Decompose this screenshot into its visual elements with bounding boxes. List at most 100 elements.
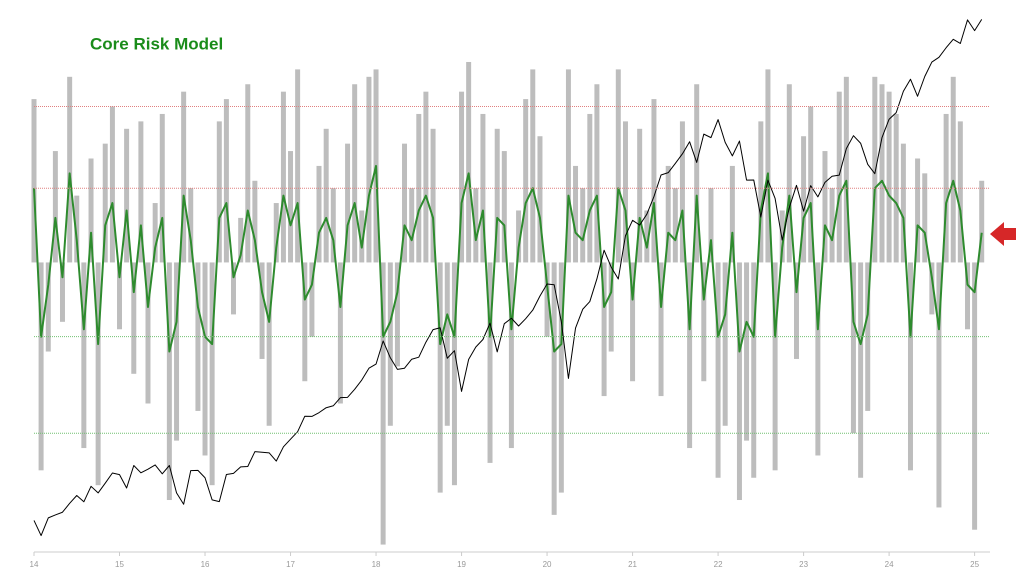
- oscillator-bar: [394, 262, 400, 367]
- oscillator-bar: [295, 69, 301, 263]
- oscillator-bar: [957, 121, 963, 263]
- oscillator-bar: [872, 76, 878, 263]
- oscillator-bar: [758, 121, 764, 263]
- oscillator-bar: [508, 262, 514, 449]
- oscillator-bar: [672, 188, 678, 263]
- oscillator-bar: [473, 188, 479, 263]
- oscillator-bar: [651, 99, 657, 263]
- oscillator-bar: [815, 262, 821, 456]
- oscillator-bar: [245, 84, 251, 263]
- oscillator-bar: [879, 84, 885, 263]
- oscillator-bar: [687, 262, 693, 449]
- oscillator-bar: [573, 165, 579, 263]
- oscillator-bar: [202, 262, 208, 456]
- oscillator-bar: [658, 262, 664, 397]
- oscillator-bar: [459, 91, 465, 263]
- oscillator-bar: [822, 151, 828, 263]
- oscillator-bar: [907, 262, 913, 471]
- oscillator-bar: [622, 121, 628, 263]
- oscillator-bar: [67, 76, 73, 263]
- x-tick-label: 20: [543, 560, 552, 569]
- oscillator-bar: [779, 210, 785, 263]
- oscillator-bar: [366, 76, 372, 263]
- oscillator-bar: [238, 217, 244, 263]
- oscillator-bar: [701, 262, 707, 382]
- oscillator-bar: [88, 158, 94, 263]
- oscillator-bar: [708, 188, 714, 263]
- oscillator-bar: [544, 262, 550, 337]
- oscillator-bar: [31, 99, 37, 263]
- oscillator-bar: [972, 262, 978, 530]
- oscillator-bar: [772, 262, 778, 471]
- oscillator-bar: [59, 262, 65, 322]
- oscillator-bar: [922, 173, 928, 263]
- oscillator-bar: [330, 188, 336, 263]
- oscillator-bar: [751, 262, 757, 478]
- oscillator-bar: [316, 165, 322, 263]
- oscillator-bar: [117, 262, 123, 330]
- oscillator-bar: [195, 262, 201, 411]
- oscillator-bar: [466, 61, 472, 263]
- oscillator-bar: [231, 262, 236, 315]
- oscillator-bar: [722, 262, 728, 426]
- x-tick-label: 15: [115, 560, 124, 569]
- oscillator-bar: [95, 262, 101, 486]
- x-tick-label: 16: [201, 560, 210, 569]
- oscillator-bar: [558, 262, 564, 493]
- oscillator-bar: [915, 158, 921, 263]
- oscillator-bar: [138, 121, 144, 263]
- oscillator-bar: [145, 262, 151, 404]
- oscillator-bar: [587, 113, 593, 263]
- oscillator-bar: [565, 69, 571, 263]
- x-tick-label: 21: [628, 560, 637, 569]
- oscillator-bar: [352, 84, 358, 263]
- oscillator-bar: [929, 262, 935, 315]
- oscillator-bar: [630, 262, 636, 382]
- oscillator-bar: [288, 151, 294, 263]
- oscillator-bar: [843, 76, 849, 263]
- oscillator-bar: [850, 262, 856, 434]
- oscillator-bar: [437, 262, 443, 493]
- oscillator-bar: [729, 165, 735, 263]
- oscillator-bar: [45, 262, 51, 352]
- x-tick-label: 14: [30, 560, 39, 569]
- oscillator-bar: [886, 91, 892, 263]
- oscillator-bar: [608, 262, 614, 352]
- oscillator-bar: [551, 262, 557, 515]
- oscillator-bar: [81, 262, 87, 449]
- oscillator-bar: [345, 143, 351, 263]
- oscillator-bar: [188, 188, 194, 263]
- risk-line: [33, 164, 983, 353]
- oscillator-bar: [166, 262, 172, 501]
- oscillator-bar: [109, 106, 115, 263]
- oscillator-bar: [523, 99, 529, 263]
- oscillator-bar: [74, 195, 80, 263]
- oscillator-bar: [131, 262, 137, 374]
- oscillator-bar: [273, 203, 279, 263]
- oscillator-bar: [637, 128, 643, 263]
- oscillator-bar: [430, 128, 436, 263]
- oscillator-bar: [174, 262, 180, 441]
- oscillator-bar: [601, 262, 607, 397]
- oscillator-bar: [786, 84, 792, 263]
- x-tick-label: 18: [372, 560, 381, 569]
- oscillator-bar: [950, 76, 956, 263]
- oscillator-bar: [679, 121, 685, 263]
- oscillator-bar: [124, 128, 130, 263]
- oscillator-bar: [936, 262, 942, 508]
- oscillator-bar: [644, 210, 650, 263]
- oscillator-bar: [836, 91, 842, 263]
- oscillator-bar: [829, 188, 835, 263]
- x-tick-label: 17: [286, 560, 295, 569]
- arrow-marker: [990, 222, 1016, 246]
- oscillator-bar: [259, 262, 265, 359]
- x-tick-label: 23: [799, 560, 808, 569]
- oscillator-bar: [516, 210, 522, 263]
- oscillator-bar: [252, 180, 258, 263]
- oscillator-bar: [380, 262, 386, 545]
- oscillator-bar: [808, 106, 814, 263]
- oscillator-bar: [280, 91, 286, 263]
- oscillator-bar: [537, 136, 543, 263]
